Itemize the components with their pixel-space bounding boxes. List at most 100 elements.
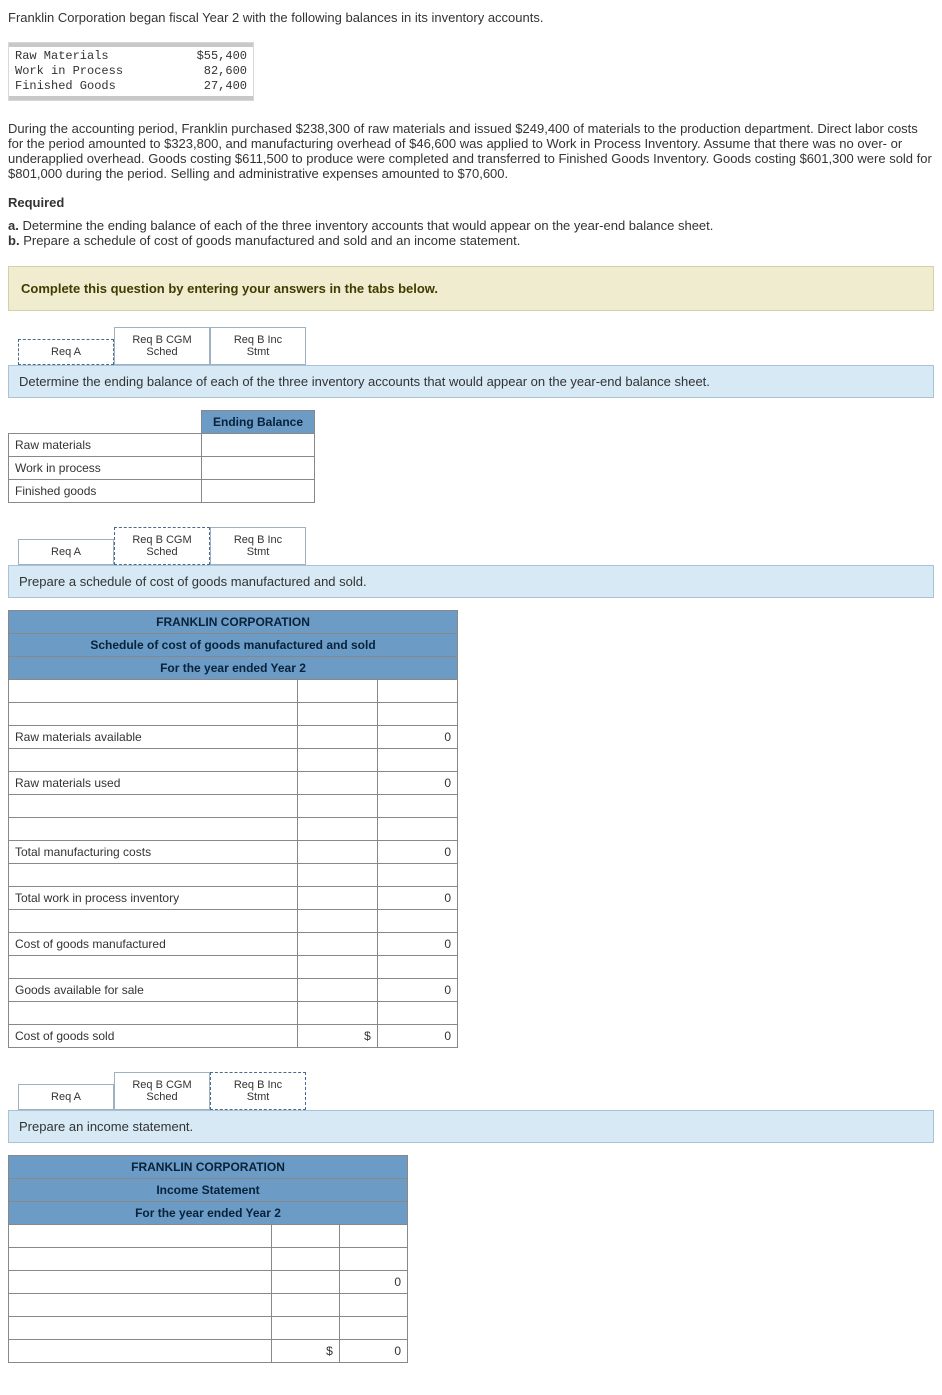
row-label[interactable]	[9, 817, 298, 840]
input-cell[interactable]	[297, 840, 377, 863]
computed-cell[interactable]: 0	[377, 978, 457, 1001]
table-title: FRANKLIN CORPORATION	[9, 1156, 408, 1179]
bal-label: Work in Process	[15, 64, 123, 79]
input-cell[interactable]	[297, 817, 377, 840]
section-req-b-inc: Req AReq B CGM SchedReq B Inc Stmt Prepa…	[8, 1072, 934, 1363]
input-cell[interactable]	[202, 479, 315, 502]
row-label[interactable]	[9, 702, 298, 725]
computed-cell[interactable]: 0	[339, 1340, 407, 1363]
row-label[interactable]: Goods available for sale	[9, 978, 298, 1001]
row-label[interactable]	[9, 1248, 272, 1271]
tab-req-b-inc[interactable]: Req B Inc Stmt	[210, 527, 306, 565]
row-label[interactable]	[9, 1294, 272, 1317]
section-req-a: Req AReq B CGM SchedReq B Inc Stmt Deter…	[8, 327, 934, 503]
input-cell[interactable]: $	[271, 1340, 339, 1363]
computed-cell[interactable]	[339, 1225, 407, 1248]
computed-cell[interactable]: 0	[377, 932, 457, 955]
row-label[interactable]: Total work in process inventory	[9, 886, 298, 909]
computed-cell[interactable]	[339, 1294, 407, 1317]
computed-cell[interactable]: 0	[377, 771, 457, 794]
row-label[interactable]	[9, 679, 298, 702]
input-cell[interactable]	[297, 771, 377, 794]
requirement-a: a. a. Determine the ending balance of ea…	[8, 218, 934, 233]
computed-cell[interactable]: 0	[377, 725, 457, 748]
input-cell[interactable]	[271, 1248, 339, 1271]
instruction-banner: Complete this question by entering your …	[8, 266, 934, 311]
row-label[interactable]	[9, 1317, 272, 1340]
tab-req-b-cgm[interactable]: Req B CGM Sched	[114, 527, 210, 565]
row-label: Raw materials	[9, 433, 202, 456]
computed-cell[interactable]	[377, 817, 457, 840]
row-label[interactable]	[9, 1340, 272, 1363]
table-subtitle: Income Statement	[9, 1179, 408, 1202]
computed-cell[interactable]	[377, 1001, 457, 1024]
tab-req-a[interactable]: Req A	[18, 1084, 114, 1110]
input-cell[interactable]	[297, 863, 377, 886]
row-label[interactable]	[9, 794, 298, 817]
row-label[interactable]	[9, 1225, 272, 1248]
computed-cell[interactable]: 0	[377, 886, 457, 909]
computed-cell[interactable]	[377, 702, 457, 725]
table-subtitle: Schedule of cost of goods manufactured a…	[9, 633, 458, 656]
problem-paragraph: During the accounting period, Franklin p…	[8, 121, 934, 181]
row-label[interactable]	[9, 748, 298, 771]
computed-cell[interactable]: 0	[377, 1024, 457, 1047]
input-cell[interactable]	[297, 748, 377, 771]
row-label[interactable]: Cost of goods manufactured	[9, 932, 298, 955]
intro-text: Franklin Corporation began fiscal Year 2…	[8, 8, 934, 28]
input-cell[interactable]	[297, 932, 377, 955]
input-cell[interactable]	[297, 794, 377, 817]
row-label[interactable]	[9, 863, 298, 886]
input-cell[interactable]	[297, 978, 377, 1001]
required-heading: Required	[8, 195, 934, 210]
tab-req-b-inc[interactable]: Req B Inc Stmt	[210, 327, 306, 365]
input-cell[interactable]	[271, 1271, 339, 1294]
bal-value: 82,600	[204, 64, 247, 79]
computed-cell[interactable]	[339, 1248, 407, 1271]
computed-cell[interactable]: 0	[377, 840, 457, 863]
tab-req-b-cgm[interactable]: Req B CGM Sched	[114, 327, 210, 365]
row-label: Finished goods	[9, 479, 202, 502]
tab-req-b-cgm[interactable]: Req B CGM Sched	[114, 1072, 210, 1110]
input-cell[interactable]	[297, 679, 377, 702]
table-income-statement: FRANKLIN CORPORATION Income Statement Fo…	[8, 1155, 408, 1363]
input-cell[interactable]	[297, 886, 377, 909]
computed-cell[interactable]	[377, 748, 457, 771]
input-cell[interactable]	[271, 1225, 339, 1248]
row-label[interactable]: Raw materials used	[9, 771, 298, 794]
computed-cell[interactable]	[377, 794, 457, 817]
input-cell[interactable]	[202, 456, 315, 479]
input-cell[interactable]	[271, 1294, 339, 1317]
beginning-balances-box: Raw Materials$55,400 Work in Process82,6…	[8, 42, 254, 101]
section-req-b-cgm: Req AReq B CGM SchedReq B Inc Stmt Prepa…	[8, 527, 934, 1048]
input-cell[interactable]	[297, 1001, 377, 1024]
input-cell[interactable]	[297, 725, 377, 748]
row-label[interactable]	[9, 909, 298, 932]
computed-cell[interactable]	[377, 955, 457, 978]
computed-cell[interactable]	[339, 1317, 407, 1340]
row-label[interactable]	[9, 1271, 272, 1294]
tab-req-a[interactable]: Req A	[18, 339, 114, 365]
computed-cell[interactable]: 0	[339, 1271, 407, 1294]
input-cell[interactable]: $	[297, 1024, 377, 1047]
tab-req-b-inc[interactable]: Req B Inc Stmt	[210, 1072, 306, 1110]
input-cell[interactable]	[297, 909, 377, 932]
input-cell[interactable]	[297, 702, 377, 725]
table-title: FRANKLIN CORPORATION	[9, 610, 458, 633]
input-cell[interactable]	[202, 433, 315, 456]
row-label[interactable]: Cost of goods sold	[9, 1024, 298, 1047]
computed-cell[interactable]	[377, 863, 457, 886]
row-label[interactable]: Total manufacturing costs	[9, 840, 298, 863]
tab-req-a[interactable]: Req A	[18, 539, 114, 565]
row-label[interactable]	[9, 955, 298, 978]
row-label[interactable]	[9, 1001, 298, 1024]
input-cell[interactable]	[297, 955, 377, 978]
table-cgm-schedule: FRANKLIN CORPORATION Schedule of cost of…	[8, 610, 458, 1048]
row-label[interactable]: Raw materials available	[9, 725, 298, 748]
bal-label: Finished Goods	[15, 79, 116, 94]
instruction-b: Prepare a schedule of cost of goods manu…	[8, 565, 934, 598]
bal-label: Raw Materials	[15, 49, 109, 64]
input-cell[interactable]	[271, 1317, 339, 1340]
computed-cell[interactable]	[377, 679, 457, 702]
computed-cell[interactable]	[377, 909, 457, 932]
